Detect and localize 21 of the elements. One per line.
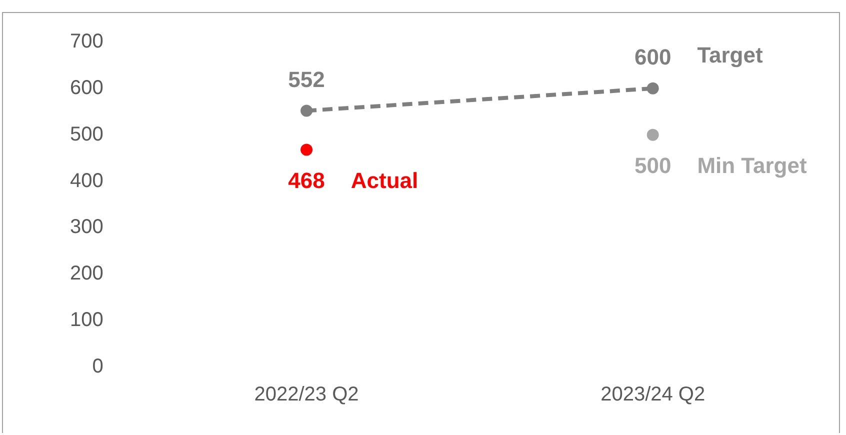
y-tick-label: 500 [70,123,104,146]
point [646,128,659,141]
y-tick-label: 600 [70,76,104,99]
y-tick-label: 300 [70,216,104,238]
y-tick-label: 100 [70,309,104,332]
data-label: 552 [288,66,325,92]
point [300,144,313,156]
point [300,104,313,117]
point [646,82,659,94]
series-label: Min Target [697,152,808,178]
y-tick-label: 700 [70,30,104,53]
data-label: 468 [288,168,325,193]
data-label: 600 [634,44,672,70]
x-tick-label: 2022/23 Q2 [254,384,359,406]
data-label: 500 [634,152,672,178]
series-label: Actual [350,168,418,193]
y-tick-label: 200 [70,262,104,285]
x-tick-label: 2023/24 Q2 [600,384,706,406]
y-tick-label: 400 [70,170,104,192]
series-label: Target [697,42,764,68]
y-tick-label: 0 [92,356,104,378]
